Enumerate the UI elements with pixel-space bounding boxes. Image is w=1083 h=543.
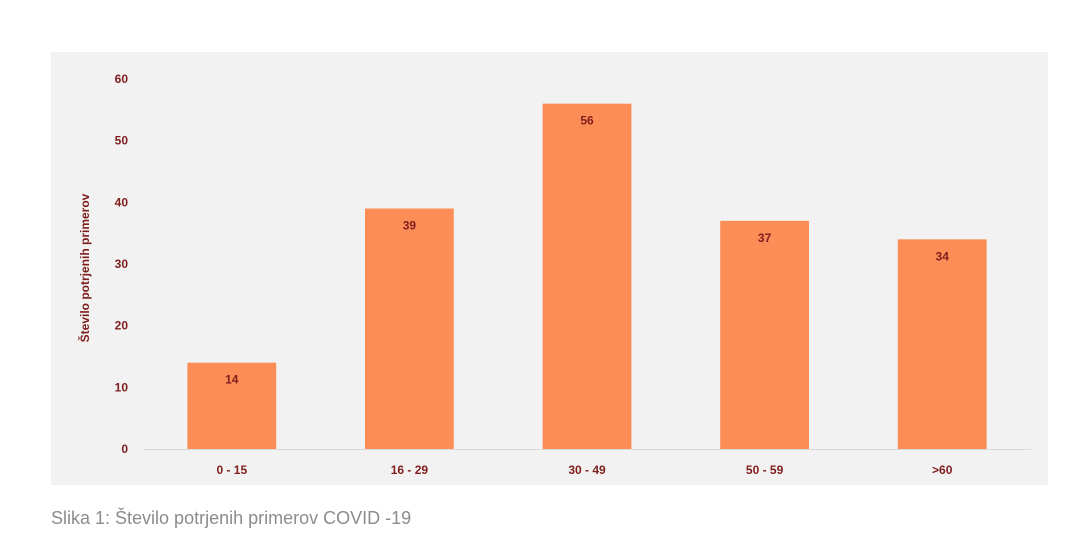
data-label: 14 [225,373,239,387]
bars [187,103,987,449]
y-tick-label: 60 [115,72,129,86]
x-tick-label: 0 - 15 [216,463,247,477]
y-tick-label: 20 [115,319,129,333]
data-labels: 14 39 56 37 34 [225,114,949,387]
x-axis-ticks: 0 - 15 16 - 29 30 - 49 50 - 59 >60 [216,463,952,477]
bar [720,220,809,449]
x-tick-label: 50 - 59 [746,463,784,477]
x-tick-label: 30 - 49 [568,463,606,477]
y-tick-label: 30 [115,257,129,271]
bar-chart: 0 10 20 30 40 50 60 14 39 56 37 34 0 - 15 16 - 29 30… [77,72,1031,477]
y-tick-label: 40 [115,195,129,209]
bar [187,362,277,449]
x-tick-label: 16 - 29 [391,463,429,477]
y-axis-title: Število potrjenih primerov [77,193,92,342]
data-label: 37 [758,231,772,245]
y-tick-label: 0 [121,442,128,456]
bar [365,208,454,449]
data-label: 34 [936,249,950,263]
y-tick-label: 50 [115,134,129,148]
chart-panel: 0 10 20 30 40 50 60 14 39 56 37 34 0 - 15 16 - 29 30… [51,52,1048,485]
y-tick-label: 10 [115,380,129,394]
x-tick-label: >60 [932,463,953,477]
y-axis-ticks: 0 10 20 30 40 50 60 [115,72,129,456]
data-label: 39 [403,219,417,233]
bar [897,239,987,449]
data-label: 56 [580,114,594,128]
figure-caption: Slika 1: Število potrjenih primerov COVI… [51,508,412,528]
bar [542,103,632,449]
